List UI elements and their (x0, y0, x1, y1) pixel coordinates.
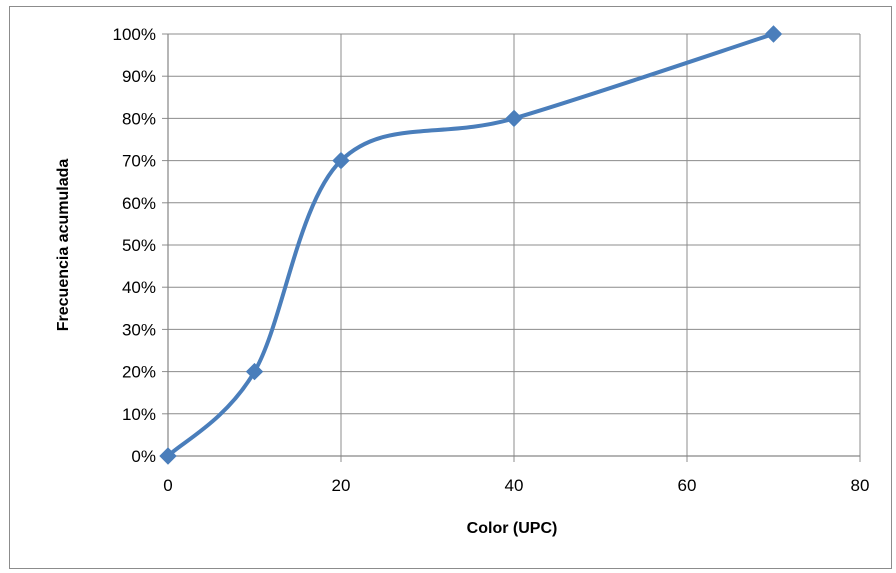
y-tick-label: 80% (122, 109, 156, 128)
data-point-marker (764, 25, 783, 43)
data-point-marker (505, 109, 523, 128)
series-group (159, 25, 783, 465)
y-axis-title: Frecuencia acumulada (55, 159, 72, 332)
y-tick-label: 60% (122, 194, 156, 213)
x-tick-label: 20 (332, 476, 351, 495)
series-line (166, 32, 776, 458)
x-tick-label: 60 (678, 476, 697, 495)
data-point-marker (159, 447, 177, 465)
y-tick-label: 70% (122, 152, 156, 171)
y-tick-label: 90% (122, 67, 156, 86)
y-tick-label: 20% (122, 363, 156, 382)
x-tick-label: 40 (505, 476, 524, 495)
x-axis-title: Color (UPC) (467, 520, 558, 537)
x-tick-label: 0 (163, 476, 172, 495)
grid (162, 33, 861, 462)
y-tick-label: 10% (122, 405, 156, 424)
y-tick-label: 50% (122, 236, 156, 255)
y-axis-ticks: 0% 10% 20% 30% 40% 50% 60% 70% 80% 90% 100% (113, 25, 156, 466)
y-tick-label: 30% (122, 320, 156, 339)
x-axis-ticks: 0 20 40 60 80 (163, 476, 869, 495)
data-point-marker (245, 362, 264, 381)
y-tick-label: 100% (113, 25, 156, 44)
y-tick-label: 0% (131, 447, 156, 466)
data-point-marker (332, 151, 350, 170)
y-tick-label: 40% (122, 278, 156, 297)
x-tick-label: 80 (851, 476, 870, 495)
